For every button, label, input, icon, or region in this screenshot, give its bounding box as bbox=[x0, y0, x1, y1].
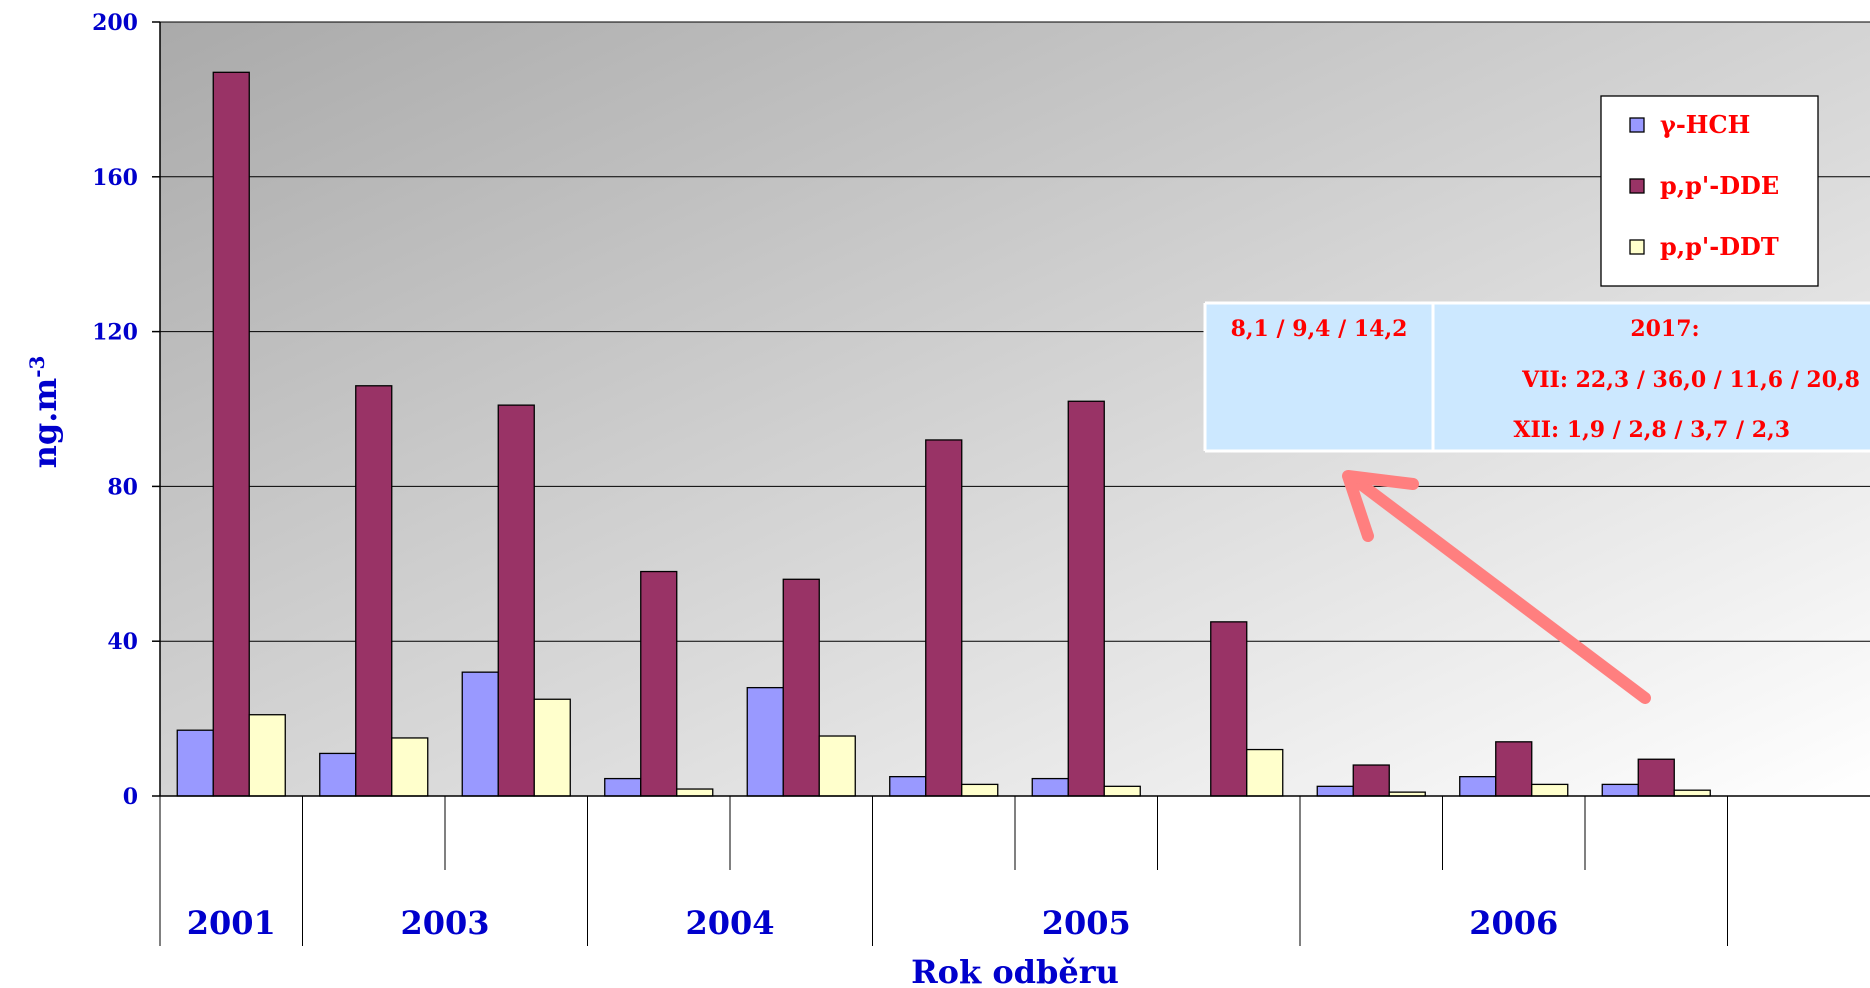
annotation-year: 2017: bbox=[1630, 316, 1699, 342]
bar-ppdde bbox=[1495, 741, 1533, 797]
x-group-label: 2005 bbox=[1042, 904, 1131, 942]
annotation: 8,1 / 9,4 / 14,2 2017: VII: 22,3 / 36,0 / … bbox=[1203, 301, 1870, 704]
y-axis-title-main: ng.m bbox=[26, 378, 64, 469]
legend-label: γ-HCH bbox=[1660, 110, 1750, 139]
bar-hch bbox=[604, 777, 642, 797]
bar-ppddt bbox=[1246, 748, 1284, 797]
y-tick-label: 160 bbox=[92, 165, 138, 191]
bar-ppddt bbox=[676, 788, 714, 797]
bar-ppdde bbox=[1352, 764, 1390, 797]
arrow-shaft bbox=[1356, 479, 1651, 704]
legend-swatch bbox=[1629, 178, 1645, 194]
bar-ppdde bbox=[782, 578, 820, 797]
bars bbox=[176, 71, 1711, 797]
bar-hch bbox=[1031, 777, 1069, 797]
axes: 0 40 80 120 160 200 2001 2003 2004 2005 2006 Rok od… bbox=[25, 10, 1870, 988]
bar-ppddt bbox=[1531, 783, 1569, 797]
y-axis-title-sup: -3 bbox=[25, 356, 49, 378]
bar-ppdde bbox=[212, 71, 250, 797]
annotation-line-vii: VII: 22,3 / 36,0 / 11,6 / 20,8 bbox=[1521, 367, 1860, 393]
bar-ppdde bbox=[640, 570, 678, 797]
x-group-label: 2004 bbox=[685, 904, 774, 942]
bar-ppdde bbox=[497, 404, 535, 797]
bar-hch bbox=[319, 752, 357, 797]
bar-ppddt bbox=[533, 698, 571, 797]
y-tick-label: 200 bbox=[92, 10, 138, 36]
bar-ppddt bbox=[248, 714, 286, 797]
x-group-label: 2001 bbox=[187, 904, 276, 942]
bar-ppddt bbox=[818, 735, 856, 797]
y-tick-label: 0 bbox=[123, 784, 138, 810]
x-group-label: 2006 bbox=[1469, 904, 1558, 942]
legend-swatch bbox=[1629, 117, 1645, 133]
legend-label: p,p'-DDE bbox=[1660, 171, 1779, 200]
annotation-box bbox=[1205, 303, 1870, 451]
bar-hch bbox=[889, 776, 927, 797]
legend-label: p,p'-DDT bbox=[1660, 232, 1779, 261]
y-tick-label: 40 bbox=[107, 629, 138, 655]
legend: γ-HCH p,p'-DDE p,p'-DDT bbox=[1600, 95, 1819, 287]
bar-ppdde bbox=[1067, 400, 1105, 797]
bar-ppddt bbox=[1673, 789, 1711, 797]
bar-ppdde bbox=[1210, 621, 1248, 797]
y-tick-label: 120 bbox=[92, 320, 138, 346]
y-tick-label: 80 bbox=[107, 474, 138, 500]
legend-swatch bbox=[1629, 239, 1645, 255]
bar-hch bbox=[746, 686, 784, 797]
bar-hch bbox=[176, 729, 214, 797]
bar-hch bbox=[1601, 783, 1639, 797]
bar-hch bbox=[1459, 776, 1497, 797]
bar-ppdde bbox=[1637, 758, 1675, 797]
annotation-left-text: 8,1 / 9,4 / 14,2 bbox=[1231, 316, 1408, 342]
bar-ppdde bbox=[925, 439, 963, 797]
annotation-line-xii: XII: 1,9 / 2,8 / 3,7 / 2,3 bbox=[1513, 417, 1790, 443]
bar-ppdde bbox=[355, 385, 393, 797]
bar-hch bbox=[1316, 785, 1354, 797]
bar-ppddt bbox=[1103, 785, 1141, 797]
bar-ppddt bbox=[961, 783, 999, 797]
x-axis-title: Rok odběru bbox=[911, 953, 1119, 988]
bar-ppddt bbox=[391, 737, 429, 797]
x-group-label: 2003 bbox=[400, 904, 489, 942]
y-axis-title: ng.m-3 bbox=[25, 356, 64, 469]
bar-hch bbox=[461, 671, 499, 797]
arrow-head bbox=[1342, 470, 1419, 542]
